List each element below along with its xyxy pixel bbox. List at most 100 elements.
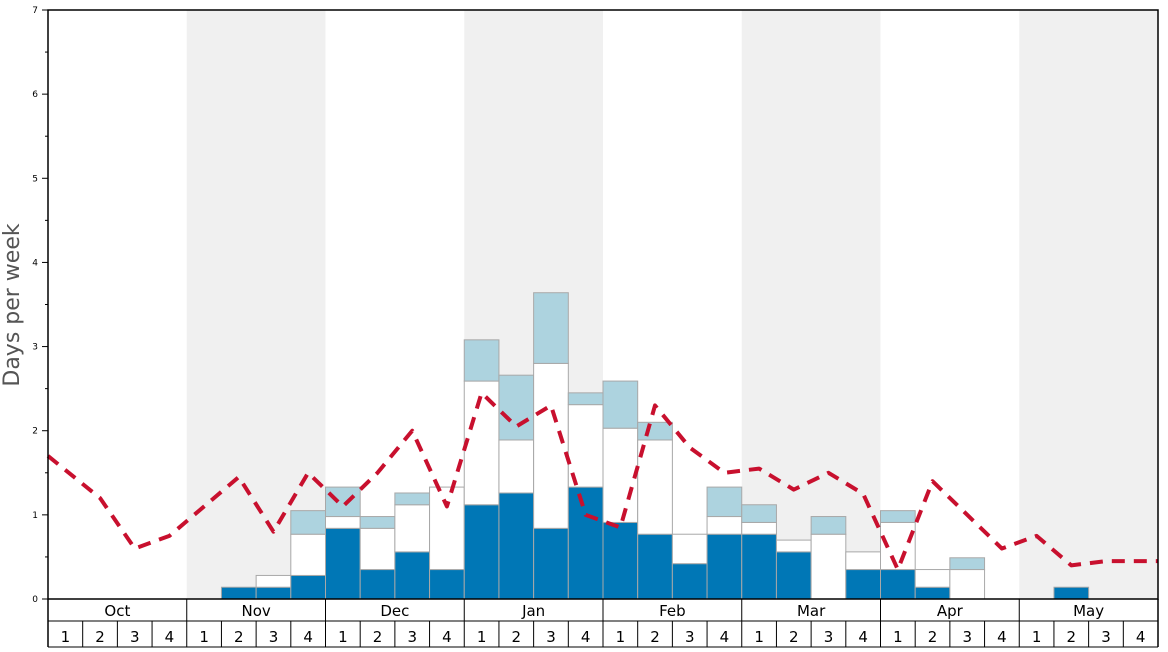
bar-segment bbox=[1053, 586, 1090, 600]
month-label: Nov bbox=[241, 602, 270, 620]
bar-segment bbox=[290, 574, 326, 600]
month-band bbox=[186, 10, 326, 599]
bar-segment bbox=[394, 551, 431, 600]
bar-segment bbox=[290, 533, 326, 576]
bar-segment bbox=[880, 510, 916, 523]
week-label: 3 bbox=[962, 628, 972, 646]
bar-segment bbox=[845, 551, 881, 571]
bar-segment bbox=[429, 486, 465, 571]
bar-segment bbox=[914, 569, 951, 588]
week-label: 2 bbox=[928, 628, 938, 646]
bar-segment bbox=[637, 533, 673, 600]
bar-segment bbox=[220, 586, 257, 600]
bar-segment bbox=[255, 574, 292, 588]
month-label: Apr bbox=[937, 602, 964, 620]
bar-segment bbox=[533, 527, 569, 600]
month-band bbox=[1019, 10, 1158, 599]
bar-segment bbox=[359, 516, 396, 529]
week-label: 1 bbox=[893, 628, 903, 646]
bar-segment bbox=[741, 504, 777, 523]
bar-segment bbox=[741, 533, 777, 600]
line-series bbox=[46, 390, 1158, 572]
week-label: 3 bbox=[1101, 628, 1111, 646]
bar-segment bbox=[394, 492, 431, 506]
bar-segment bbox=[394, 504, 431, 553]
week-label: 2 bbox=[95, 628, 105, 646]
week-label: 2 bbox=[512, 628, 522, 646]
bar-segment bbox=[602, 427, 639, 523]
week-label: 1 bbox=[754, 628, 764, 646]
bar-segment bbox=[602, 521, 639, 600]
week-label: 1 bbox=[199, 628, 209, 646]
week-label: 3 bbox=[685, 628, 695, 646]
month-label: Oct bbox=[104, 602, 130, 620]
bar-segment bbox=[325, 516, 361, 529]
week-label: 3 bbox=[546, 628, 556, 646]
bar-segment bbox=[567, 392, 604, 406]
bar-segment bbox=[671, 533, 708, 565]
week-label: 2 bbox=[789, 628, 799, 646]
week-label: 1 bbox=[616, 628, 626, 646]
bar-segment bbox=[706, 516, 743, 535]
month-label: May bbox=[1073, 602, 1104, 620]
x-axis: Oct Nov Dec Jan Feb Mar Apr May 1 2 3 4 1 2 3 4 1 2 3 4 1 2 3 4… bbox=[47, 599, 1159, 648]
week-label: 1 bbox=[477, 628, 487, 646]
bar-segment bbox=[359, 569, 396, 600]
y-tick-label: 6 bbox=[32, 90, 38, 100]
y-tick-label: 5 bbox=[32, 174, 38, 184]
week-label: 2 bbox=[373, 628, 383, 646]
bar-segment bbox=[359, 527, 396, 571]
month-label: Feb bbox=[659, 602, 686, 620]
week-label: 2 bbox=[650, 628, 660, 646]
week-label: 3 bbox=[407, 628, 417, 646]
bar-segment bbox=[533, 292, 569, 364]
bar-segment bbox=[290, 510, 326, 535]
bar-segment bbox=[706, 533, 743, 600]
bar-segment bbox=[533, 362, 569, 529]
month-label: Jan bbox=[521, 602, 545, 620]
bar-segment bbox=[810, 516, 847, 535]
y-tick-label: 2 bbox=[32, 427, 38, 437]
bar-segment bbox=[567, 486, 604, 600]
week-label: 1 bbox=[61, 628, 71, 646]
y-axis: 0 1 2 3 4 5 6 7 bbox=[32, 6, 48, 605]
week-label: 3 bbox=[130, 628, 140, 646]
bar-segment bbox=[706, 486, 743, 518]
bar-segment bbox=[810, 533, 847, 600]
bar-segment bbox=[325, 486, 361, 518]
bar-segment bbox=[845, 569, 881, 600]
y-tick-label: 1 bbox=[32, 511, 38, 521]
bar-segment bbox=[498, 439, 535, 494]
bar-segment bbox=[741, 521, 777, 535]
month-band bbox=[741, 10, 881, 599]
bar-segment bbox=[429, 569, 465, 600]
week-label: 4 bbox=[997, 628, 1007, 646]
bar-segment bbox=[463, 339, 500, 382]
bar-segment bbox=[949, 569, 986, 600]
bar-segment bbox=[463, 504, 500, 600]
y-tick-label: 7 bbox=[32, 6, 38, 16]
bar-segment bbox=[949, 557, 986, 571]
week-label: 1 bbox=[1032, 628, 1042, 646]
y-tick-label: 0 bbox=[32, 595, 38, 605]
week-label: 4 bbox=[303, 628, 313, 646]
bars bbox=[220, 292, 1090, 600]
week-label: 4 bbox=[720, 628, 730, 646]
week-label: 4 bbox=[1136, 628, 1146, 646]
week-label: 2 bbox=[1067, 628, 1077, 646]
month-label: Mar bbox=[797, 602, 826, 620]
bar-segment bbox=[671, 563, 708, 600]
week-label: 2 bbox=[234, 628, 244, 646]
bar-segment bbox=[498, 492, 535, 600]
week-label: 3 bbox=[269, 628, 279, 646]
week-label: 3 bbox=[824, 628, 834, 646]
bar-segment bbox=[775, 539, 812, 553]
week-label: 1 bbox=[338, 628, 348, 646]
bar-segment bbox=[775, 551, 812, 600]
month-label: Dec bbox=[380, 602, 409, 620]
y-tick-label: 4 bbox=[32, 258, 38, 268]
bar-segment bbox=[914, 586, 951, 600]
bar-segment bbox=[637, 439, 673, 535]
